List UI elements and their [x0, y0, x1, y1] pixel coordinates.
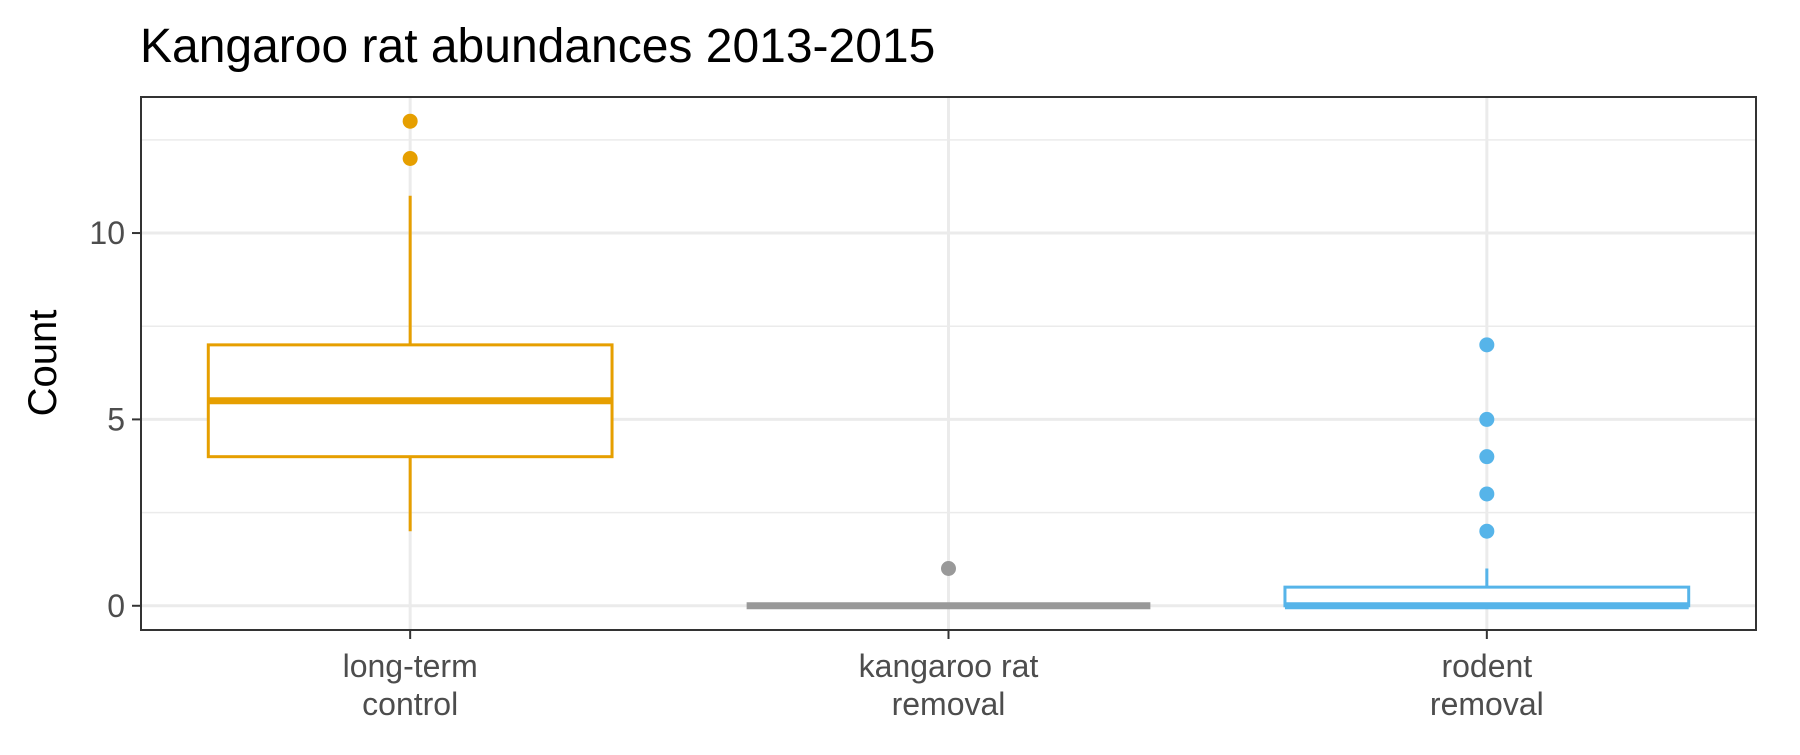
outlier-point [402, 151, 418, 166]
outlier-point [1479, 523, 1495, 539]
x-tick-label-line: removal [1430, 686, 1544, 722]
y-tick-label: 10 [89, 215, 125, 251]
outlier-point [1479, 486, 1495, 502]
x-tick-label-line: kangaroo rat [859, 648, 1039, 684]
x-tick-label-line: long-term [343, 648, 478, 684]
outlier-point [941, 561, 956, 576]
y-tick-label: 0 [107, 588, 125, 624]
outlier-point [1479, 337, 1495, 353]
x-tick-label: rodent removal [1430, 648, 1544, 722]
x-tick-label-line: control [362, 686, 458, 722]
outlier-point [402, 113, 418, 129]
x-tick-label-line: rodent [1441, 648, 1532, 684]
x-tick-label-line: removal [892, 686, 1006, 722]
x-tick-label: kangaroo rat removal [859, 648, 1039, 722]
y-axis-title: Count [21, 310, 65, 417]
x-tick-label: long-term control [343, 648, 478, 722]
chart-title: Kangaroo rat abundances 2013-2015 [140, 20, 935, 73]
outlier-point [1479, 449, 1495, 465]
y-tick-label: 5 [107, 401, 125, 437]
outlier-point [1479, 411, 1495, 427]
